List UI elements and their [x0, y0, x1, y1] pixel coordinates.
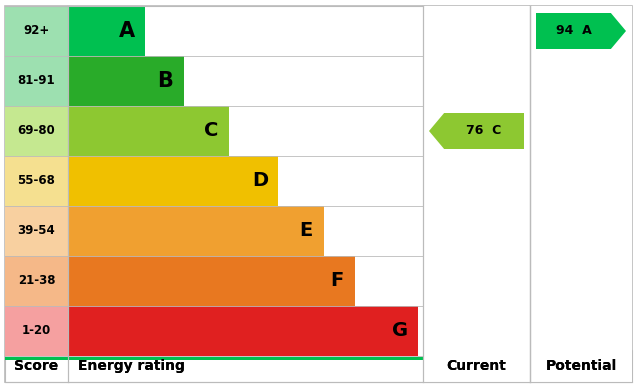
- Bar: [145, 6, 423, 56]
- Text: 92+: 92+: [24, 24, 50, 38]
- Text: 1-20: 1-20: [22, 324, 51, 338]
- Bar: [5, 357, 423, 360]
- Text: Current: Current: [447, 359, 506, 373]
- Text: D: D: [252, 171, 268, 191]
- Bar: [530, 357, 632, 360]
- Text: F: F: [331, 272, 343, 291]
- Text: A: A: [119, 21, 135, 41]
- Bar: [418, 306, 423, 356]
- Bar: [68, 256, 355, 306]
- Text: Energy rating: Energy rating: [78, 359, 185, 373]
- Text: 55-68: 55-68: [18, 175, 55, 187]
- Bar: [5, 350, 632, 382]
- Bar: [68, 6, 145, 56]
- Text: 21-38: 21-38: [18, 274, 55, 288]
- Bar: [68, 306, 418, 356]
- Bar: [68, 206, 324, 256]
- Bar: [68, 56, 183, 106]
- Bar: [68, 106, 229, 156]
- Text: Current: Current: [447, 359, 506, 373]
- Bar: [68, 156, 278, 206]
- Text: 81-91: 81-91: [18, 74, 55, 88]
- Bar: [278, 156, 423, 206]
- Polygon shape: [536, 13, 626, 49]
- Bar: [355, 256, 423, 306]
- Text: E: E: [299, 222, 312, 241]
- Text: 76  C: 76 C: [466, 125, 502, 137]
- Bar: [423, 6, 530, 382]
- Text: Score: Score: [15, 359, 59, 373]
- Text: 39-54: 39-54: [18, 225, 55, 237]
- Bar: [183, 56, 423, 106]
- Text: B: B: [157, 71, 173, 91]
- Text: G: G: [392, 322, 408, 341]
- Bar: [5, 106, 68, 156]
- Text: Score: Score: [15, 359, 59, 373]
- Text: Potential: Potential: [545, 359, 617, 373]
- Text: 94  A: 94 A: [555, 24, 591, 38]
- Bar: [324, 206, 423, 256]
- Bar: [5, 56, 68, 106]
- Text: Energy rating: Energy rating: [78, 359, 185, 373]
- Bar: [5, 206, 68, 256]
- Polygon shape: [429, 113, 524, 149]
- Text: C: C: [204, 121, 218, 140]
- Text: 69-80: 69-80: [18, 125, 55, 137]
- Bar: [5, 6, 68, 56]
- Text: Potential: Potential: [545, 359, 617, 373]
- Bar: [5, 156, 68, 206]
- Bar: [530, 6, 632, 382]
- Bar: [229, 106, 423, 156]
- Bar: [5, 256, 68, 306]
- Bar: [5, 306, 68, 356]
